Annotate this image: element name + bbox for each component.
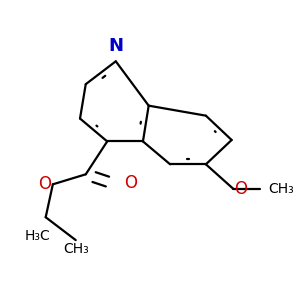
Text: O: O	[235, 180, 248, 198]
Text: N: N	[108, 37, 123, 55]
Text: CH₃: CH₃	[63, 242, 88, 256]
Text: CH₃: CH₃	[268, 182, 294, 196]
Text: O: O	[124, 174, 137, 192]
Text: O: O	[38, 175, 51, 193]
Text: H₃C: H₃C	[24, 229, 50, 243]
